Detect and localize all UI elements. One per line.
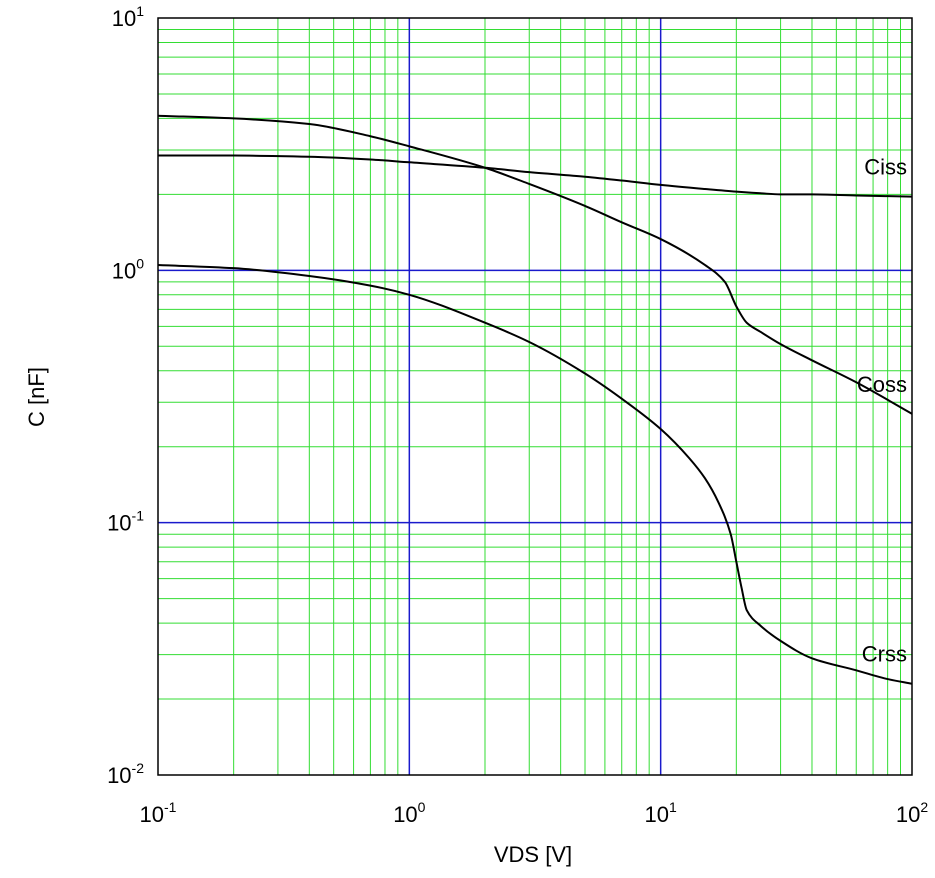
y-tick-label: 10-1 xyxy=(107,508,144,536)
y-tick-label: 10-2 xyxy=(107,760,144,788)
y-tick-label: 101 xyxy=(112,3,144,31)
series-label-ciss: Ciss xyxy=(864,155,907,180)
x-tick-label: 101 xyxy=(645,799,677,827)
plot-frame xyxy=(157,17,913,776)
x-tick-label: 102 xyxy=(896,799,928,827)
series-labels: Ciss Coss Crss xyxy=(857,155,907,667)
series-curves xyxy=(157,114,913,685)
y-tick-label: 100 xyxy=(112,255,144,283)
x-tick-label: 10-1 xyxy=(140,799,177,827)
series-line-crss xyxy=(157,263,913,685)
x-axis-label: VDS [V] xyxy=(494,842,572,867)
series-label-crss: Crss xyxy=(862,642,907,667)
series-line-ciss xyxy=(158,154,913,198)
x-tick-labels: 10-1 100 101 102 xyxy=(140,799,929,827)
major-grid xyxy=(158,18,912,775)
series-line-coss xyxy=(157,114,913,415)
y-axis-label: C [nF] xyxy=(24,367,49,427)
y-tick-labels: 10-2 10-1 100 101 xyxy=(107,3,144,788)
series-label-coss: Coss xyxy=(857,372,907,397)
minor-grid xyxy=(158,18,912,775)
x-tick-label: 100 xyxy=(393,799,425,827)
